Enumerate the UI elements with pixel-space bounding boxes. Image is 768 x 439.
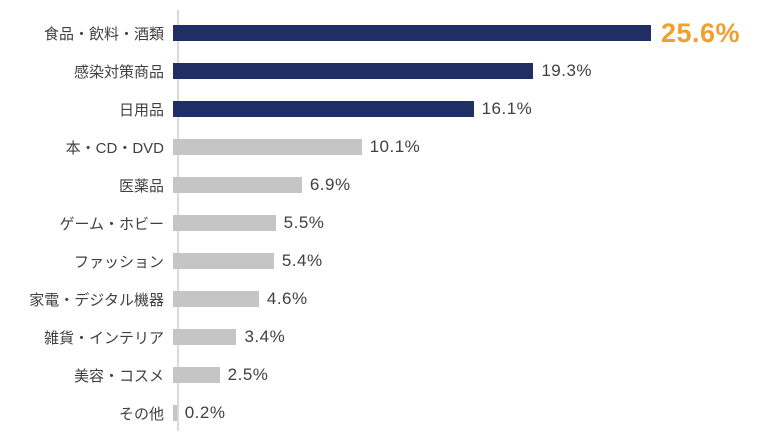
category-label: 雑貨・インテリア — [43, 329, 164, 347]
value-label: 0.2% — [184, 403, 226, 422]
bar — [173, 63, 534, 79]
bar — [173, 25, 651, 41]
bar — [173, 177, 302, 193]
bar — [173, 101, 474, 117]
value-label: 6.9% — [309, 175, 351, 194]
bar — [173, 405, 177, 421]
chart-row: ゲーム・ホビー 5.5% — [0, 204, 768, 242]
bar-track: 19.3% — [171, 52, 768, 90]
bar-track: 5.4% — [171, 242, 768, 280]
bar-track: 10.1% — [171, 128, 768, 166]
bar — [173, 291, 259, 307]
category-label: 日用品 — [118, 101, 164, 119]
category-label: 食品・飲料・酒類 — [43, 25, 164, 43]
bar-track: 4.6% — [171, 280, 768, 318]
category-label: 感染対策商品 — [73, 63, 164, 81]
bar — [173, 215, 276, 231]
chart-row: 家電・デジタル機器 4.6% — [0, 280, 768, 318]
category-label: ファッション — [73, 253, 164, 271]
bar — [173, 253, 274, 269]
chart-row: 本・CD・DVD 10.1% — [0, 128, 768, 166]
value-label: 25.6% — [660, 17, 740, 48]
category-label: その他 — [118, 405, 164, 423]
bar-track: 16.1% — [171, 90, 768, 128]
bar — [173, 139, 362, 155]
bar-track: 0.2% — [171, 394, 768, 432]
bar — [173, 367, 220, 383]
bar-track: 25.6% — [171, 14, 768, 52]
value-label: 5.5% — [283, 213, 325, 232]
category-label: 本・CD・DVD — [65, 139, 164, 157]
bar-track: 2.5% — [171, 356, 768, 394]
chart-row: その他 0.2% — [0, 394, 768, 432]
category-label: 医薬品 — [118, 177, 164, 195]
category-label: 家電・デジタル機器 — [29, 291, 164, 309]
bar-track: 6.9% — [171, 166, 768, 204]
chart-row: 日用品 16.1% — [0, 90, 768, 128]
value-label: 16.1% — [481, 99, 533, 118]
value-label: 19.3% — [541, 61, 593, 80]
chart-row: 雑貨・インテリア 3.4% — [0, 318, 768, 356]
chart-row: 美容・コスメ 2.5% — [0, 356, 768, 394]
chart-row: 食品・飲料・酒類 25.6% — [0, 14, 768, 52]
bar — [173, 329, 237, 345]
chart-row: 感染対策商品 19.3% — [0, 52, 768, 90]
value-label: 4.6% — [266, 289, 308, 308]
category-label: ゲーム・ホビー — [59, 215, 164, 233]
bar-track: 3.4% — [171, 318, 768, 356]
chart-row: ファッション 5.4% — [0, 242, 768, 280]
value-label: 3.4% — [244, 327, 286, 346]
bar-track: 5.5% — [171, 204, 768, 242]
chart-rows: 食品・飲料・酒類 25.6% 感染対策商品 19.3% 日用品 16.1% 本・CD・DVD… — [0, 14, 768, 432]
chart-row: 医薬品 6.9% — [0, 166, 768, 204]
value-label: 10.1% — [369, 137, 421, 156]
value-label: 2.5% — [227, 365, 269, 384]
value-label: 5.4% — [281, 251, 323, 270]
category-label: 美容・コスメ — [73, 367, 164, 385]
